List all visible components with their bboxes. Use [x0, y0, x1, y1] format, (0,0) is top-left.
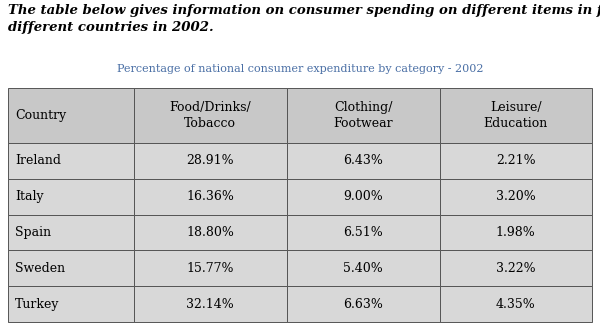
Text: 5.40%: 5.40% — [343, 262, 383, 275]
Bar — [287, 286, 440, 322]
Text: 9.00%: 9.00% — [343, 190, 383, 203]
Text: Percentage of national consumer expenditure by category - 2002: Percentage of national consumer expendit… — [117, 64, 483, 74]
Text: 2.21%: 2.21% — [496, 154, 536, 167]
Text: 4.35%: 4.35% — [496, 298, 536, 311]
Text: Sweden: Sweden — [15, 262, 65, 275]
Text: 16.36%: 16.36% — [186, 190, 234, 203]
Text: 6.51%: 6.51% — [343, 226, 383, 239]
Bar — [134, 250, 287, 286]
Text: 18.80%: 18.80% — [186, 226, 234, 239]
Text: Italy: Italy — [15, 190, 44, 203]
Bar — [440, 179, 592, 215]
Bar — [287, 143, 440, 179]
Text: 6.43%: 6.43% — [343, 154, 383, 167]
Text: Food/Drinks/
Tobacco: Food/Drinks/ Tobacco — [169, 101, 251, 130]
Text: Clothing/
Footwear: Clothing/ Footwear — [333, 101, 393, 130]
Bar — [8, 250, 134, 286]
Bar — [8, 214, 134, 250]
Text: 3.22%: 3.22% — [496, 262, 536, 275]
Text: 28.91%: 28.91% — [186, 154, 234, 167]
Bar — [287, 214, 440, 250]
Bar — [287, 179, 440, 215]
Bar — [8, 179, 134, 215]
Text: 6.63%: 6.63% — [343, 298, 383, 311]
Bar — [134, 143, 287, 179]
Text: 32.14%: 32.14% — [186, 298, 234, 311]
Text: 15.77%: 15.77% — [187, 262, 234, 275]
Bar — [440, 250, 592, 286]
Text: Leisure/
Education: Leisure/ Education — [484, 101, 548, 130]
Bar — [134, 286, 287, 322]
Bar — [134, 179, 287, 215]
Bar — [134, 88, 287, 143]
Text: The table below gives information on consumer spending on different items in fiv: The table below gives information on con… — [8, 4, 600, 33]
Bar — [440, 286, 592, 322]
Text: Country: Country — [15, 109, 66, 122]
Bar — [134, 214, 287, 250]
Text: Turkey: Turkey — [15, 298, 59, 311]
Bar — [287, 250, 440, 286]
Text: Spain: Spain — [15, 226, 51, 239]
Text: 3.20%: 3.20% — [496, 190, 536, 203]
Bar — [287, 88, 440, 143]
Bar — [440, 214, 592, 250]
Bar — [440, 143, 592, 179]
Text: Ireland: Ireland — [15, 154, 61, 167]
Text: 1.98%: 1.98% — [496, 226, 536, 239]
Bar — [440, 88, 592, 143]
Bar — [8, 88, 134, 143]
Bar — [8, 286, 134, 322]
Bar — [8, 143, 134, 179]
